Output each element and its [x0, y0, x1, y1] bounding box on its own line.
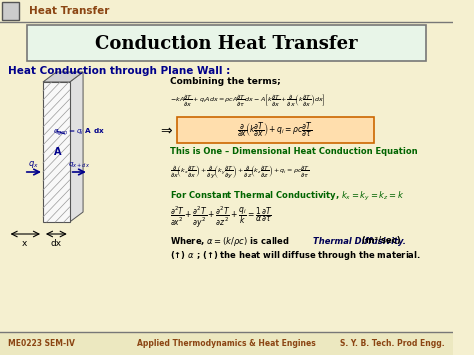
Polygon shape — [43, 82, 70, 222]
Text: $\dfrac{\partial}{\partial x}\!\left(k\dfrac{\partial T}{\partial x}\right)+q_i=: $\dfrac{\partial}{\partial x}\!\left(k\d… — [237, 121, 313, 139]
Text: A: A — [54, 147, 61, 157]
Text: $q_{gen} = q_i$ A dx: $q_{gen} = q_i$ A dx — [54, 126, 105, 138]
FancyBboxPatch shape — [2, 2, 19, 20]
Text: $-kA\dfrac{\partial T}{\partial x}+q_i Adx=\rho c A\dfrac{\partial T}{\partial \: $-kA\dfrac{\partial T}{\partial x}+q_i A… — [170, 92, 326, 108]
Text: Combining the terms;: Combining the terms; — [170, 76, 281, 86]
Text: Thermal Diffusivity.: Thermal Diffusivity. — [313, 236, 406, 246]
Text: Where, $\alpha = (k / \rho c)$ is called: Where, $\alpha = (k / \rho c)$ is called — [170, 235, 291, 247]
Text: Applied Thermodynamics & Heat Engines: Applied Thermodynamics & Heat Engines — [137, 339, 316, 348]
Text: x: x — [22, 239, 27, 248]
Text: $q_x$: $q_x$ — [28, 159, 39, 170]
Text: S. Y. B. Tech. Prod Engg.: S. Y. B. Tech. Prod Engg. — [340, 339, 445, 348]
Text: Heat Transfer: Heat Transfer — [28, 6, 109, 16]
Text: $\dfrac{\partial}{\partial x}\!\left(k_x\dfrac{\partial T}{\partial x}\right)+\d: $\dfrac{\partial}{\partial x}\!\left(k_x… — [170, 164, 310, 180]
Text: dx: dx — [51, 239, 62, 248]
Text: ME0223 SEM-IV: ME0223 SEM-IV — [8, 339, 74, 348]
Text: $\Rightarrow$: $\Rightarrow$ — [158, 123, 174, 137]
FancyBboxPatch shape — [0, 332, 453, 355]
FancyBboxPatch shape — [27, 25, 426, 61]
Text: For Constant Thermal Conductivity, $k_x = k_y = k_z = k$: For Constant Thermal Conductivity, $k_x … — [170, 190, 404, 203]
Text: Conduction Heat Transfer: Conduction Heat Transfer — [95, 35, 357, 53]
FancyBboxPatch shape — [177, 117, 374, 143]
Text: Heat Conduction through Plane Wall :: Heat Conduction through Plane Wall : — [8, 66, 230, 76]
Text: This is One – Dimensional Heat Conduction Equation: This is One – Dimensional Heat Conductio… — [170, 147, 418, 155]
FancyBboxPatch shape — [0, 0, 453, 22]
Text: (m²/sec): (m²/sec) — [359, 236, 401, 246]
Text: $q_{x+dx}$: $q_{x+dx}$ — [68, 160, 90, 170]
Polygon shape — [43, 72, 83, 82]
Text: (↑) $\alpha$ ; (↑) the heat will diffuse through the material.: (↑) $\alpha$ ; (↑) the heat will diffuse… — [170, 250, 421, 262]
Polygon shape — [70, 72, 83, 222]
Text: $\dfrac{\partial^2 T}{\partial x^2}+\dfrac{\partial^2 T}{\partial y^2}+\dfrac{\p: $\dfrac{\partial^2 T}{\partial x^2}+\dfr… — [170, 204, 272, 230]
